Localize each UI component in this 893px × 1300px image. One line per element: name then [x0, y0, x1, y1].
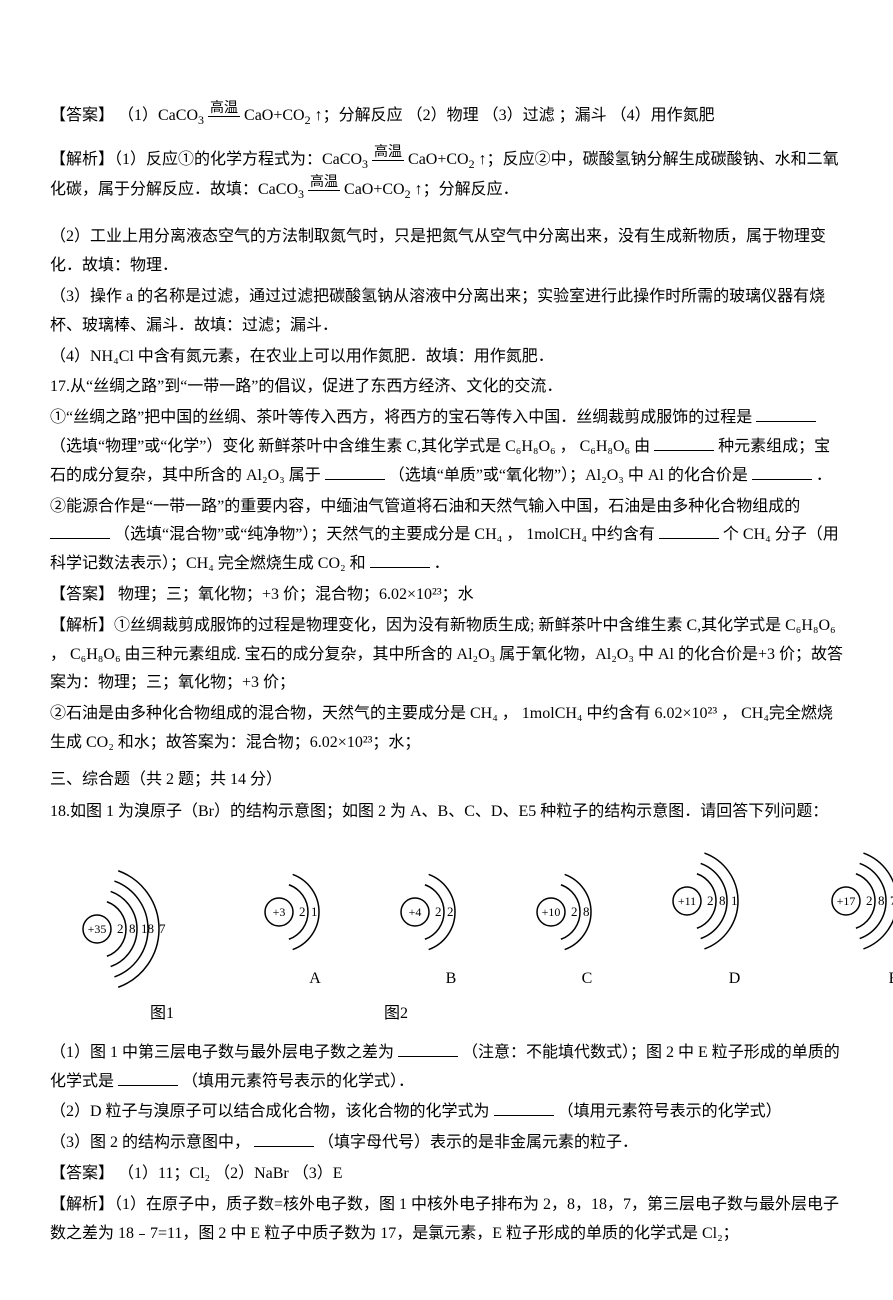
blank — [752, 463, 812, 480]
blank — [118, 1069, 178, 1086]
text: ． — [816, 467, 832, 484]
q16-explain-3: （3）操作 a 的名称是过滤，通过过滤把碳酸氢钠从溶液中分离出来；实验室进行此操… — [50, 283, 843, 341]
blank — [659, 522, 719, 539]
text: （选填“单质”或“氧化物”）；Al₂O₃ 中 Al 的化合价是 — [389, 467, 748, 484]
svg-text:1: 1 — [311, 904, 318, 919]
q18-intro: 18.如图 1 为溴原子（Br）的结构示意图；如图 2 为 A、B、C、D、E5… — [50, 798, 843, 827]
blank — [756, 405, 816, 422]
text: （填字母代号）表示的是非金属元素的粒子． — [318, 1134, 638, 1151]
q18-explain: 【解析】（1）在原子中，质子数=核外电子数，图 1 中核外电子排布为 2，8，1… — [50, 1191, 843, 1249]
blank — [50, 522, 110, 539]
svg-text:2: 2 — [707, 893, 714, 908]
text: ②能源合作是“一带一路”的重要内容，中缅油气管道将石油和天然气输入中国，石油是由… — [50, 498, 800, 515]
gaowen-arrow: 高温 — [308, 176, 340, 190]
q16-explain-1: 【解析】（1）反应①的化学方程式为：CaCO3 高温 CaO+CO2 ↑；反应②… — [50, 146, 843, 206]
svg-text:+35: +35 — [88, 922, 107, 936]
svg-text:+17: +17 — [837, 894, 856, 908]
svg-text:2: 2 — [435, 904, 442, 919]
text: （选填“物理”或“化学”）变化 新鲜茶叶中含维生素 C,其化学式是 C₆H₈O₆… — [50, 438, 650, 455]
fig2-label: 图2 — [384, 1000, 408, 1029]
svg-text:8: 8 — [878, 893, 885, 908]
q17-explain-1: 【解析】①丝绸裁剪成服饰的过程是物理变化，因为没有新物质生成; 新鲜茶叶中含维生… — [50, 612, 843, 698]
text: CaO+CO — [244, 107, 305, 124]
svg-text:2: 2 — [866, 893, 873, 908]
svg-text:+11: +11 — [678, 894, 696, 908]
q18-q3: （3）图 2 的结构示意图中， （填字母代号）表示的是非金属元素的粒子． — [50, 1129, 843, 1158]
q17-part1: ①“丝绸之路”把中国的丝绸、茶叶等传入西方，将西方的宝石等传入中国．丝绸裁剪成服… — [50, 404, 843, 490]
atom-diagram-E: +17287E — [829, 847, 893, 994]
fig1-label: 图1 — [150, 1000, 174, 1029]
atom-label: C — [582, 965, 593, 994]
atom-diagram-C: +10 28 C — [534, 869, 640, 994]
atom-diagram-row: +3528187+321A+422B+1028C+11281D+17287E — [80, 847, 843, 994]
text: ↑；分解反应 （2）物理 （3）过滤 ；漏斗 （4）用作氮肥 — [315, 107, 715, 124]
q17-intro: 17.从“丝绸之路”到“一带一路”的倡议，促进了东西方经济、文化的交流． — [50, 373, 843, 402]
blank — [325, 463, 385, 480]
svg-text:8: 8 — [719, 893, 726, 908]
svg-text:+3: +3 — [273, 905, 286, 919]
q16-explain-2: （2）工业上用分离液态空气的方法制取氮气时，只是把氮气从空气中分离出来，没有生成… — [50, 223, 843, 281]
q18-answer: 【答案】 （1）11；Cl₂ （2）NaBr （3）E — [50, 1160, 843, 1189]
text: 【解析】（1）反应①的化学方程式为：CaCO — [50, 151, 362, 168]
text: ． — [434, 555, 450, 572]
svg-text:2: 2 — [117, 921, 124, 936]
text: ↑；分解反应． — [415, 181, 519, 198]
blank — [370, 551, 430, 568]
blank — [398, 1040, 458, 1057]
svg-text:2: 2 — [447, 904, 454, 919]
section-3-header: 三、综合题（共 2 题；共 14 分） — [50, 766, 843, 795]
atom-label: B — [446, 965, 457, 994]
blank — [654, 434, 714, 451]
atom-diagram-B: +4 22 B — [398, 869, 504, 994]
svg-text:8: 8 — [583, 904, 590, 919]
text: CaO+CO — [408, 151, 469, 168]
svg-text:2: 2 — [571, 904, 578, 919]
svg-text:18: 18 — [141, 921, 154, 936]
q18-q2: （2）D 粒子与溴原子可以结合成化合物，该化合物的化学式为 （填用元素符号表示的… — [50, 1098, 843, 1127]
text: CaO+CO — [344, 181, 405, 198]
figure-captions: 图1 图2 — [150, 1000, 843, 1029]
gaowen-arrow: 高温 — [208, 102, 240, 116]
blank — [494, 1099, 554, 1116]
text: （填用元素符号表示的化学式）． — [182, 1073, 414, 1090]
atom-diagram-A: +3 21 A — [262, 869, 368, 994]
q17-part2: ②能源合作是“一带一路”的重要内容，中缅油气管道将石油和天然气输入中国，石油是由… — [50, 493, 843, 579]
svg-text:7: 7 — [159, 921, 166, 936]
svg-text:8: 8 — [129, 921, 136, 936]
svg-text:2: 2 — [299, 904, 306, 919]
q17-explain-2: ②石油是由多种化合物组成的混合物，天然气的主要成分是 CH₄ ， 1molCH₄… — [50, 700, 843, 758]
atom-label: D — [729, 965, 741, 994]
q16-answer: 【答案】 （1）CaCO3 高温 CaO+CO2 ↑；分解反应 （2）物理 （3… — [50, 102, 843, 132]
svg-text:+4: +4 — [409, 905, 422, 919]
atom-label: E — [889, 965, 893, 994]
text: （3）图 2 的结构示意图中， — [50, 1134, 250, 1151]
text: （填用元素符号表示的化学式） — [558, 1103, 782, 1120]
svg-text:1: 1 — [731, 893, 738, 908]
text: ①“丝绸之路”把中国的丝绸、茶叶等传入西方，将西方的宝石等传入中国．丝绸裁剪成服… — [50, 409, 752, 426]
atom-diagram-D: +11 281 D — [670, 847, 799, 994]
atom-label: A — [309, 965, 321, 994]
text: （选填“混合物”或“纯净物”）；天然气的主要成分是 CH₄ ， 1molCH₄ … — [114, 526, 655, 543]
q17-answer: 【答案】 物理；三；氧化物；+3 价；混合物；6.02×10²³；水 — [50, 581, 843, 610]
gaowen-arrow: 高温 — [372, 146, 404, 160]
text: （1）图 1 中第三层电子数与最外层电子数之差为 — [50, 1044, 394, 1061]
q18-q1: （1）图 1 中第三层电子数与最外层电子数之差为 （注意：不能填代数式）；图 2… — [50, 1039, 843, 1097]
text: （2）D 粒子与溴原子可以结合成化合物，该化合物的化学式为 — [50, 1103, 490, 1120]
svg-text:+10: +10 — [542, 905, 561, 919]
atom-diagram-br: +35 28 18 7 — [80, 864, 232, 994]
text: 【答案】 （1）CaCO — [50, 107, 198, 124]
q16-explain-4: （4）NH₄Cl 中含有氮元素，在农业上可以用作氮肥．故填：用作氮肥． — [50, 343, 843, 372]
blank — [254, 1130, 314, 1147]
